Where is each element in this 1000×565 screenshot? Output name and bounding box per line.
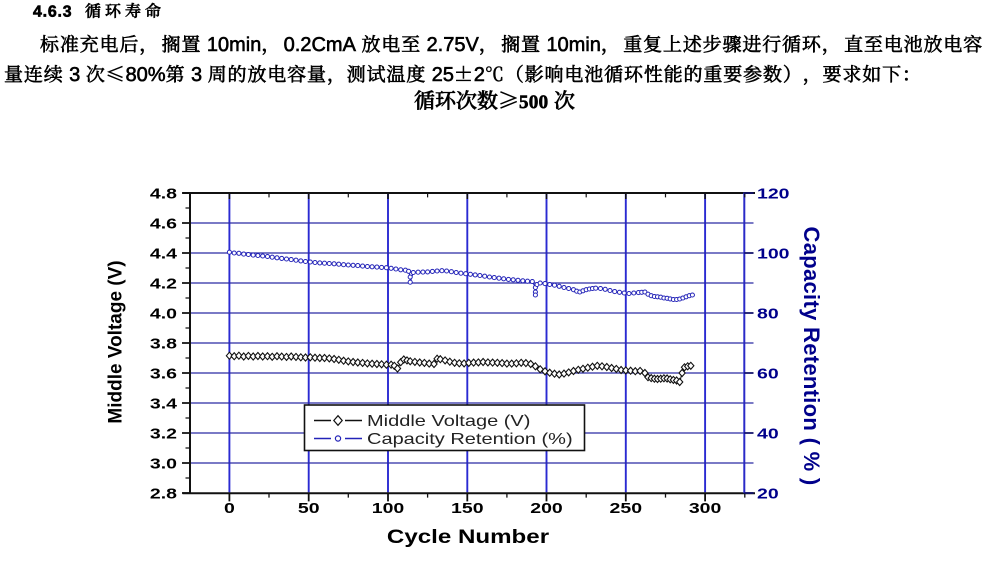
svg-text:200: 200: [530, 499, 563, 516]
svg-text:300: 300: [689, 499, 722, 516]
svg-text:250: 250: [610, 499, 643, 516]
svg-text:Capacity Retention ( % ): Capacity Retention ( % ): [799, 226, 824, 485]
svg-text:4.4: 4.4: [150, 245, 177, 262]
svg-text:4.6: 4.6: [150, 215, 177, 232]
svg-text:4.8: 4.8: [150, 185, 177, 202]
svg-text:80: 80: [757, 305, 779, 322]
svg-text:20: 20: [757, 485, 779, 502]
svg-text:Cycle Number: Cycle Number: [387, 526, 550, 548]
svg-text:120: 120: [757, 185, 790, 202]
svg-text:3.6: 3.6: [150, 365, 177, 382]
svg-text:100: 100: [757, 245, 790, 262]
svg-text:40: 40: [757, 425, 779, 442]
svg-text:3.2: 3.2: [150, 425, 177, 442]
svg-text:3.0: 3.0: [150, 455, 177, 472]
svg-text:3.8: 3.8: [150, 335, 177, 352]
svg-text:4.2: 4.2: [150, 275, 177, 292]
svg-text:4.0: 4.0: [150, 305, 177, 322]
svg-text:50: 50: [298, 499, 320, 516]
svg-text:150: 150: [451, 499, 484, 516]
svg-text:100: 100: [372, 499, 405, 516]
svg-text:Capacity Retention (%): Capacity Retention (%): [367, 430, 573, 448]
svg-text:60: 60: [757, 365, 779, 382]
svg-text:0: 0: [224, 499, 235, 516]
svg-text:Middle Voltage (V): Middle Voltage (V): [105, 260, 126, 423]
svg-text:2.8: 2.8: [150, 485, 177, 502]
svg-text:3.4: 3.4: [150, 395, 177, 412]
svg-text:Middle Voltage (V): Middle Voltage (V): [367, 412, 530, 430]
